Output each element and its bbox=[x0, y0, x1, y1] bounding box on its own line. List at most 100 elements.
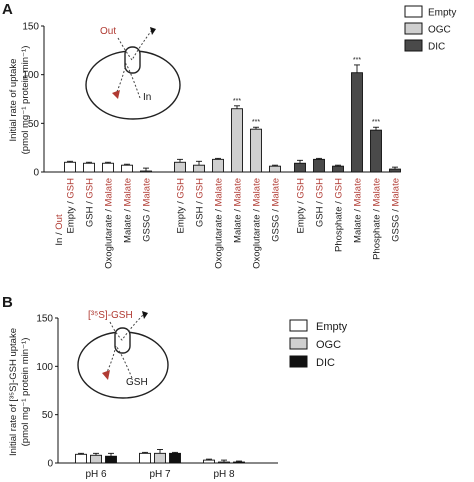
category-label-in: Malate bbox=[233, 214, 244, 243]
category-label-out: GSH bbox=[176, 178, 187, 199]
in-arrow-path bbox=[115, 62, 141, 99]
legend-swatch-dic bbox=[289, 355, 308, 368]
category-label-out: Malate bbox=[353, 178, 364, 207]
category-label-slash: / bbox=[353, 207, 364, 215]
category-label-out: Malate bbox=[214, 178, 225, 207]
bar-dic bbox=[169, 452, 181, 464]
bar-ogc bbox=[218, 461, 230, 464]
category-label: Empty / GSH bbox=[176, 178, 187, 234]
bar-empty bbox=[75, 453, 87, 464]
category-label: Malate / Malate bbox=[123, 178, 134, 243]
category-label-in: GSH bbox=[85, 206, 96, 227]
category-label: GSSG / Malate bbox=[391, 178, 402, 242]
bar-dic bbox=[389, 168, 401, 173]
category-label: Oxoglutarate / Malate bbox=[252, 178, 263, 269]
category-label-out: Malate bbox=[271, 178, 282, 207]
out-arrow-head bbox=[142, 311, 148, 319]
panel-b-y-tick-label: 100 bbox=[36, 362, 53, 373]
bar-dic bbox=[332, 165, 344, 173]
category-label-in: GSH bbox=[195, 206, 206, 227]
legend-label-dic: DIC bbox=[316, 357, 335, 369]
category-label-in: GSSG bbox=[142, 214, 153, 241]
transporter-shape bbox=[124, 46, 141, 74]
legend-swatch-dic bbox=[404, 39, 423, 52]
panel-b-y-tick-label: 150 bbox=[36, 314, 53, 325]
category-label-out: Malate bbox=[252, 178, 263, 207]
significance-marker: *** bbox=[252, 119, 260, 126]
category-label-slash: / bbox=[123, 207, 134, 215]
bar-ogc bbox=[90, 454, 102, 464]
in-arrow-path bbox=[105, 344, 133, 379]
category-label-slash: / bbox=[372, 207, 383, 215]
category-label-out: GSH bbox=[85, 178, 96, 199]
x-tick-label: pH 7 bbox=[149, 469, 171, 480]
bar-dic bbox=[105, 455, 117, 464]
category-label-in: Oxoglutarate bbox=[214, 214, 225, 268]
panel-a-axis-title: In / Out bbox=[54, 214, 65, 246]
panel-a-ylabel-line2: (pmol mg⁻¹ protein min⁻¹) bbox=[20, 46, 31, 155]
category-label: Oxoglutarate / Malate bbox=[214, 178, 225, 269]
category-label: Phosphate / Malate bbox=[372, 178, 383, 260]
category-label-in: GSH bbox=[315, 206, 326, 227]
axis-title-out: Out bbox=[54, 214, 65, 230]
bar-ogc bbox=[250, 128, 262, 173]
in-arrow-head bbox=[102, 370, 110, 380]
panel-b-inset-diagram: [³⁵S]-GSH GSH bbox=[77, 310, 169, 399]
panel-label-a: A bbox=[2, 1, 13, 18]
inset-out-label: Out bbox=[100, 26, 116, 37]
category-label-in: GSSG bbox=[271, 214, 282, 241]
panel-b-legend: Empty OGC DIC bbox=[289, 319, 348, 369]
panel-b-category-labels: pH 6 pH 7 pH 8 bbox=[85, 469, 235, 480]
out-arrow-path bbox=[109, 313, 145, 341]
category-label-out: Malate bbox=[391, 178, 402, 207]
panel-a-inset-diagram: Out In bbox=[85, 26, 181, 120]
category-label-slash: / bbox=[296, 199, 307, 207]
bar-ogc bbox=[231, 108, 243, 173]
bar-ogc bbox=[212, 158, 224, 173]
legend-label-ogc: OGC bbox=[316, 339, 341, 351]
category-label-slash: / bbox=[252, 207, 263, 215]
category-label: Phosphate / GSH bbox=[334, 178, 345, 252]
bar-ogc bbox=[269, 165, 281, 173]
bar-empty bbox=[83, 162, 95, 173]
inset-in-label: In bbox=[143, 92, 151, 103]
bar-empty bbox=[121, 164, 133, 173]
out-arrow-path bbox=[117, 29, 153, 61]
category-label: Empty / GSH bbox=[66, 178, 77, 234]
transporter-shape bbox=[114, 327, 131, 354]
category-label-out: GSH bbox=[195, 178, 206, 199]
significance-marker: *** bbox=[372, 119, 380, 126]
panel-b-ylabel-line1: Initial rate of [³⁵S]-GSH uptake bbox=[8, 328, 19, 456]
category-label-out: GSH bbox=[334, 178, 345, 199]
category-label-out: Malate bbox=[372, 178, 383, 207]
category-label-in: Oxoglutarate bbox=[252, 214, 263, 268]
category-label-out: Malate bbox=[104, 178, 115, 207]
category-label-in: Malate bbox=[353, 214, 364, 243]
panel-a-y-tick-label: 50 bbox=[28, 119, 40, 130]
category-label-in: Phosphate bbox=[372, 214, 383, 259]
bar-empty bbox=[140, 170, 152, 173]
legend-swatch-ogc bbox=[404, 22, 423, 35]
bar-ogc bbox=[193, 164, 205, 173]
bar-dic bbox=[313, 158, 325, 173]
category-label-slash: / bbox=[104, 207, 115, 215]
category-label-slash: / bbox=[334, 199, 345, 207]
significance-marker: *** bbox=[353, 57, 361, 64]
category-label-slash: / bbox=[85, 199, 96, 207]
bar-ogc bbox=[174, 161, 186, 173]
panel-b-y-tick-label: 0 bbox=[47, 459, 53, 470]
legend-swatch-ogc bbox=[289, 337, 308, 350]
legend-swatch-empty bbox=[404, 5, 423, 18]
inset-out-label: [³⁵S]-GSH bbox=[88, 310, 133, 321]
category-label-slash: / bbox=[214, 207, 225, 215]
category-label-in: Oxoglutarate bbox=[104, 214, 115, 268]
x-tick-label: pH 6 bbox=[85, 469, 107, 480]
bar-empty bbox=[139, 452, 151, 464]
category-label: GSH / GSH bbox=[85, 178, 96, 227]
significance-marker: *** bbox=[233, 98, 241, 105]
category-label-in: Empty bbox=[296, 206, 307, 233]
category-label-slash: / bbox=[391, 207, 402, 215]
bar-empty bbox=[64, 161, 76, 173]
inset-in-label: GSH bbox=[126, 377, 148, 388]
